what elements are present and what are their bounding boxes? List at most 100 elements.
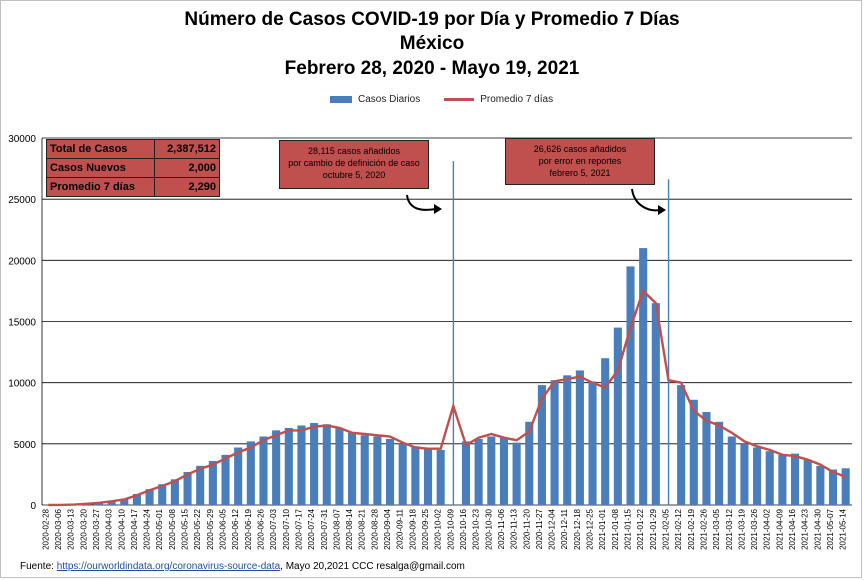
stats-table: Total de Casos 2,387,512 Casos Nuevos 2,… bbox=[46, 139, 221, 197]
x-tick-label: 2020-11-13 bbox=[510, 508, 519, 549]
stats-label: Total de Casos bbox=[46, 139, 155, 159]
x-tick-label: 2020-03-27 bbox=[92, 508, 101, 549]
x-tick-label: 2020-02-28 bbox=[41, 508, 50, 549]
bar bbox=[651, 303, 660, 505]
y-tick-label: 20000 bbox=[8, 256, 36, 267]
bar bbox=[297, 425, 306, 505]
bar bbox=[525, 421, 534, 505]
average-line bbox=[48, 288, 847, 507]
bar bbox=[452, 161, 455, 506]
x-tick-label: 2020-06-26 bbox=[256, 508, 265, 549]
stats-value: 2,387,512 bbox=[153, 139, 221, 159]
bar bbox=[550, 380, 559, 505]
bar bbox=[423, 448, 433, 505]
x-tick-label: 2020-08-28 bbox=[370, 508, 379, 549]
x-tick-label: 2020-06-05 bbox=[219, 508, 228, 549]
x-tick-label: 2020-10-09 bbox=[446, 508, 455, 549]
bar bbox=[753, 447, 762, 505]
annotation-line: octubre 5, 2020 bbox=[322, 170, 386, 180]
bar bbox=[436, 449, 445, 505]
bar bbox=[778, 454, 787, 505]
x-tick-label: 2020-09-11 bbox=[396, 508, 405, 549]
x-tick-label: 2021-04-09 bbox=[775, 508, 784, 549]
bar bbox=[765, 451, 774, 505]
x-tick-label: 2020-07-03 bbox=[269, 508, 278, 549]
bar bbox=[499, 437, 509, 505]
x-tick-label: 2020-11-20 bbox=[522, 508, 531, 549]
bar bbox=[398, 443, 407, 505]
bar bbox=[639, 248, 648, 505]
bar bbox=[246, 441, 255, 505]
bar bbox=[537, 385, 546, 505]
bar bbox=[702, 412, 711, 505]
bar bbox=[487, 436, 496, 505]
x-tick-label: 2020-04-17 bbox=[130, 508, 139, 549]
bar bbox=[715, 421, 724, 505]
bar bbox=[841, 468, 850, 505]
x-tick-label: 2021-03-05 bbox=[712, 508, 721, 549]
bar bbox=[588, 381, 597, 505]
bar bbox=[234, 447, 243, 505]
legend-bars-label: Casos Diarios bbox=[358, 94, 421, 105]
bar bbox=[107, 500, 116, 505]
x-tick-label: 2020-12-25 bbox=[586, 508, 595, 549]
x-tick-label: 2020-05-29 bbox=[206, 508, 215, 549]
x-tick-label: 2020-09-18 bbox=[408, 508, 417, 549]
annotation-line: 26,626 casos añadidos bbox=[533, 144, 627, 154]
y-tick-label: 15000 bbox=[8, 318, 36, 329]
bar bbox=[322, 424, 331, 505]
x-tick-label: 2020-12-04 bbox=[548, 508, 557, 549]
x-tick-label: 2021-04-16 bbox=[788, 508, 797, 549]
annotation-line: por error en reportes bbox=[538, 156, 622, 166]
x-tick-label: 2021-03-19 bbox=[737, 508, 746, 549]
x-tick-label: 2020-10-23 bbox=[472, 508, 481, 549]
source-link[interactable]: https://ourworldindata.org/coronavirus-s… bbox=[56, 561, 281, 572]
bar bbox=[727, 436, 736, 505]
legend-line-label: Promedio 7 días bbox=[480, 94, 554, 105]
x-tick-label: 2020-10-02 bbox=[434, 508, 443, 549]
x-tick-label: 2021-01-22 bbox=[636, 508, 645, 549]
bar bbox=[385, 438, 395, 505]
annotation-arrow-october-head bbox=[434, 204, 442, 214]
chart-subtitle-dates: Febrero 28, 2020 - Mayo 19, 2021 bbox=[284, 58, 580, 79]
chart-title-block: Número de Casos COVID-19 por Día y Prome… bbox=[0, 8, 864, 82]
x-tick-label: 2021-04-02 bbox=[763, 508, 772, 549]
bar bbox=[563, 375, 572, 505]
legend-line-swatch bbox=[444, 98, 475, 101]
bar bbox=[272, 430, 281, 505]
x-tick-label: 2020-10-30 bbox=[484, 508, 493, 549]
bar bbox=[348, 432, 357, 505]
stats-value: 2,290 bbox=[153, 177, 221, 197]
x-tick-label: 2020-08-21 bbox=[358, 508, 367, 549]
stats-value: 2,000 bbox=[153, 158, 221, 178]
bar bbox=[803, 459, 812, 505]
bar bbox=[145, 489, 154, 505]
bar bbox=[196, 465, 205, 505]
bar bbox=[120, 498, 129, 505]
stats-label: Promedio 7 días bbox=[46, 177, 155, 197]
bar bbox=[284, 427, 293, 505]
x-tick-label: 2021-03-26 bbox=[750, 508, 759, 549]
x-tick-label: 2020-11-27 bbox=[535, 508, 544, 549]
x-tick-label: 2021-03-12 bbox=[725, 508, 734, 549]
bar bbox=[310, 423, 319, 505]
bar bbox=[512, 442, 521, 505]
x-tick-label: 2020-07-31 bbox=[320, 508, 329, 549]
chart-title: Número de Casos COVID-19 por Día y Prome… bbox=[184, 9, 680, 30]
bar bbox=[740, 443, 749, 505]
bar bbox=[373, 436, 382, 505]
bar bbox=[221, 454, 230, 505]
bar bbox=[411, 446, 420, 505]
x-tick-label: 2021-02-19 bbox=[687, 508, 696, 549]
x-tick-label: 2020-08-07 bbox=[332, 508, 341, 549]
x-tick-label: 2020-03-20 bbox=[79, 508, 88, 549]
x-tick-label: 2021-02-12 bbox=[674, 508, 683, 549]
x-tick-label: 2021-05-07 bbox=[826, 508, 835, 549]
x-tick-label: 2020-04-10 bbox=[117, 508, 126, 549]
x-tick-label: 2020-09-04 bbox=[383, 508, 392, 549]
bar bbox=[259, 436, 268, 505]
bar bbox=[790, 453, 800, 505]
x-tick-label: 2021-01-29 bbox=[649, 508, 658, 549]
bar bbox=[183, 471, 192, 505]
